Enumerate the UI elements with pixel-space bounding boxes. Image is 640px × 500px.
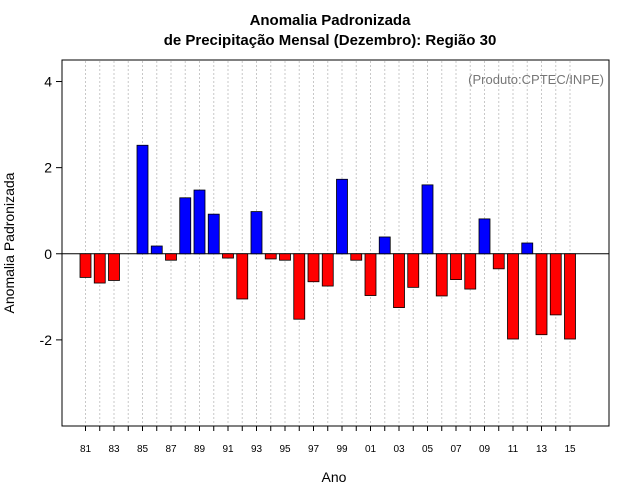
bar-1988 bbox=[179, 197, 192, 255]
bar-2004 bbox=[407, 253, 420, 288]
bar-2012 bbox=[521, 242, 534, 255]
bar-1999 bbox=[336, 178, 348, 255]
x-tick-label: 99 bbox=[336, 444, 348, 455]
y-tick-label: 4 bbox=[44, 74, 52, 90]
bar-1994 bbox=[264, 253, 277, 260]
bar-2015 bbox=[564, 253, 576, 340]
x-tick-label: 89 bbox=[194, 444, 206, 455]
bar-2000 bbox=[350, 253, 363, 261]
bar-2005 bbox=[421, 184, 434, 255]
x-axis-title: Ano bbox=[322, 469, 347, 485]
bar-2003 bbox=[393, 253, 405, 308]
x-tick-label: 95 bbox=[279, 444, 291, 455]
bar-2014 bbox=[549, 253, 562, 316]
bar-1982 bbox=[93, 253, 106, 284]
x-tick-label: 87 bbox=[165, 444, 177, 455]
bar-1997 bbox=[307, 253, 320, 283]
bar-2008 bbox=[464, 253, 477, 290]
bar-1989 bbox=[193, 189, 206, 255]
x-tick-label: 11 bbox=[508, 444, 519, 455]
bar-2001 bbox=[364, 253, 377, 296]
bar-2013 bbox=[535, 253, 548, 336]
x-tick-label: 03 bbox=[393, 444, 405, 455]
vertical-gridlines bbox=[85, 61, 571, 425]
bar-2006 bbox=[435, 253, 448, 297]
x-tick-label: 91 bbox=[222, 444, 234, 455]
bar-2007 bbox=[450, 253, 462, 280]
x-axis: 81 83 85 87 89 91 93 95 97 99 01 03 05 07 09 11 13 15 bbox=[80, 426, 576, 455]
bar-1991 bbox=[222, 253, 234, 259]
bar-2010 bbox=[492, 253, 505, 270]
x-tick-label: 09 bbox=[479, 444, 491, 455]
bar-1983 bbox=[108, 253, 120, 281]
bar-1987 bbox=[165, 253, 177, 261]
x-tick-label: 05 bbox=[422, 444, 434, 455]
plot-frame bbox=[61, 59, 610, 427]
x-tick-label: 01 bbox=[365, 444, 377, 455]
bar-2009 bbox=[478, 218, 491, 255]
bar-1981 bbox=[79, 253, 92, 278]
x-tick-label: 85 bbox=[137, 444, 149, 455]
bar-1996 bbox=[293, 253, 306, 320]
x-tick-label: 07 bbox=[450, 444, 462, 455]
x-tick-label: 93 bbox=[251, 444, 263, 455]
y-tick-label: 0 bbox=[44, 246, 52, 262]
bar-1992 bbox=[236, 253, 249, 300]
bar-1990 bbox=[207, 213, 220, 255]
bar-1995 bbox=[279, 253, 291, 261]
bar-2011 bbox=[507, 253, 519, 340]
bar-series bbox=[79, 144, 576, 340]
chart-title: Anomalia Padronizada bbox=[250, 12, 412, 29]
y-axis: -2 0 2 4 bbox=[40, 74, 62, 348]
bar-1986 bbox=[150, 245, 163, 255]
bar-1998 bbox=[321, 253, 334, 287]
y-tick-label: -2 bbox=[40, 332, 53, 348]
bar-1985 bbox=[136, 144, 149, 255]
x-tick-label: 15 bbox=[564, 444, 576, 455]
bar-1993 bbox=[250, 211, 263, 255]
x-tick-label: 13 bbox=[536, 444, 548, 455]
y-axis-title: Anomalia Padronizada bbox=[1, 172, 17, 313]
source-credit: (Produto:CPTEC/INPE) bbox=[468, 72, 604, 87]
x-tick-label: 81 bbox=[80, 444, 92, 455]
x-tick-label: 97 bbox=[308, 444, 320, 455]
chart-subtitle: de Precipitação Mensal (Dezembro): Regiã… bbox=[164, 32, 497, 49]
x-tick-label: 83 bbox=[108, 444, 120, 455]
y-tick-label: 2 bbox=[44, 160, 52, 176]
bar-2002 bbox=[378, 236, 391, 255]
